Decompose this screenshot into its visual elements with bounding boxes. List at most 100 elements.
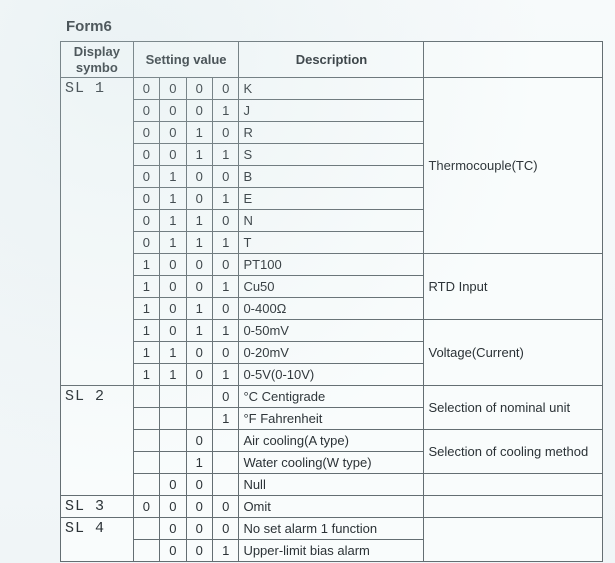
setting-bit: 0: [133, 144, 159, 166]
setting-bit: 0: [212, 518, 238, 540]
description-cell: 0-20mV: [239, 342, 424, 364]
description-cell: J: [239, 100, 424, 122]
category-cell: Selection of nominal unit: [424, 386, 603, 430]
header-row: Display symbo Setting value Description: [61, 42, 603, 78]
hdr-setting: Setting value: [133, 42, 239, 78]
setting-bit: [160, 452, 186, 474]
setting-bit: 0: [186, 474, 212, 496]
setting-bit: 0: [212, 122, 238, 144]
setting-bit: 0: [160, 320, 186, 342]
setting-bit: 0: [212, 298, 238, 320]
setting-bit: 1: [133, 364, 159, 386]
setting-bit: [133, 408, 159, 430]
display-symbol: SL 2: [61, 386, 134, 496]
setting-bit: 0: [160, 518, 186, 540]
description-cell: Water cooling(W type): [239, 452, 424, 474]
table-row: 0Air cooling(A type)Selection of cooling…: [61, 430, 603, 452]
setting-bit: 0: [186, 254, 212, 276]
description-cell: °F Fahrenheit: [239, 408, 424, 430]
setting-bit: 1: [212, 232, 238, 254]
setting-bit: 1: [186, 452, 212, 474]
setting-bit: 0: [186, 342, 212, 364]
description-cell: Upper-limit bias alarm: [239, 540, 424, 562]
category-cell: Voltage(Current): [424, 320, 603, 386]
setting-bit: 1: [212, 408, 238, 430]
description-cell: E: [239, 188, 424, 210]
table-body: SL 10000KThermocouple(TC)0001J0010R0011S…: [61, 78, 603, 562]
setting-bit: 1: [186, 298, 212, 320]
setting-bit: 0: [160, 122, 186, 144]
display-symbol: SL 4: [61, 518, 134, 562]
table-row: SL 10000KThermocouple(TC): [61, 78, 603, 100]
setting-bit: 0: [186, 496, 212, 518]
setting-bit: 0: [212, 496, 238, 518]
description-cell: Cu50: [239, 276, 424, 298]
setting-bit: 0: [186, 78, 212, 100]
setting-bit: 0: [160, 540, 186, 562]
setting-bit: 0: [212, 210, 238, 232]
description-cell: T: [239, 232, 424, 254]
setting-bit: 0: [133, 188, 159, 210]
setting-bit: 1: [160, 166, 186, 188]
hdr-symbol: Display symbo: [61, 42, 134, 78]
setting-bit: 1: [212, 188, 238, 210]
setting-bit: 1: [133, 254, 159, 276]
description-cell: N: [239, 210, 424, 232]
setting-bit: [212, 430, 238, 452]
form-title: Form6: [66, 18, 603, 35]
table-row: 10110-50mVVoltage(Current): [61, 320, 603, 342]
table-row: SL 4000No set alarm 1 function: [61, 518, 603, 540]
setting-bit: [186, 386, 212, 408]
description-cell: Air cooling(A type): [239, 430, 424, 452]
setting-bit: 0: [133, 210, 159, 232]
description-cell: Null: [239, 474, 424, 496]
setting-bit: 1: [212, 144, 238, 166]
setting-bit: [212, 474, 238, 496]
setting-bit: 1: [160, 342, 186, 364]
setting-bit: 0: [186, 188, 212, 210]
table-row: 00Null: [61, 474, 603, 496]
setting-bit: 0: [133, 78, 159, 100]
setting-bit: 0: [186, 518, 212, 540]
category-cell: Thermocouple(TC): [424, 78, 603, 254]
setting-bit: [133, 452, 159, 474]
setting-bit: 0: [212, 254, 238, 276]
param-table: Display symbo Setting value Description …: [60, 41, 603, 562]
description-cell: Omit: [239, 496, 424, 518]
setting-bit: 1: [133, 276, 159, 298]
setting-bit: 0: [212, 342, 238, 364]
setting-bit: 0: [186, 100, 212, 122]
setting-bit: 1: [212, 100, 238, 122]
setting-bit: 0: [186, 364, 212, 386]
description-cell: K: [239, 78, 424, 100]
description-cell: PT100: [239, 254, 424, 276]
setting-bit: 0: [133, 166, 159, 188]
setting-bit: 0: [160, 276, 186, 298]
setting-bit: [133, 386, 159, 408]
setting-bit: 1: [133, 320, 159, 342]
setting-bit: 1: [212, 276, 238, 298]
description-cell: No set alarm 1 function: [239, 518, 424, 540]
setting-bit: 1: [133, 342, 159, 364]
description-cell: B: [239, 166, 424, 188]
setting-bit: 0: [133, 100, 159, 122]
setting-bit: 0: [186, 166, 212, 188]
setting-bit: 0: [133, 496, 159, 518]
description-cell: R: [239, 122, 424, 144]
setting-bit: 0: [160, 78, 186, 100]
setting-bit: 1: [212, 320, 238, 342]
setting-bit: 0: [212, 386, 238, 408]
category-cell: [424, 518, 603, 562]
setting-bit: 1: [160, 188, 186, 210]
setting-bit: [212, 452, 238, 474]
description-cell: °C Centigrade: [239, 386, 424, 408]
setting-bit: 0: [186, 430, 212, 452]
page-root: Form6 Display symbo Setting value Descri…: [0, 0, 615, 563]
setting-bit: [133, 540, 159, 562]
setting-bit: 0: [133, 232, 159, 254]
setting-bit: [160, 408, 186, 430]
category-cell: Selection of cooling method: [424, 430, 603, 474]
category-cell: [424, 496, 603, 518]
display-symbol: SL 1: [61, 78, 134, 386]
category-cell: [424, 474, 603, 496]
